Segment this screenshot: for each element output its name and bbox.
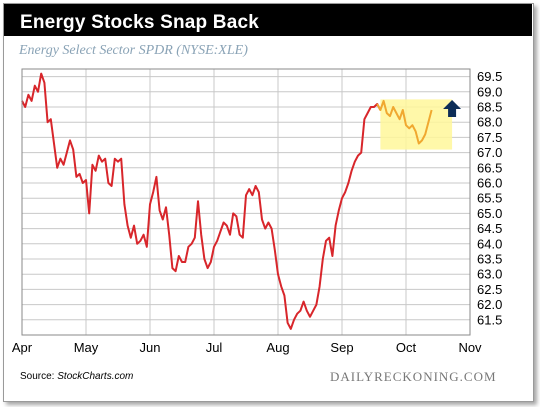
brand-text: DAILYRECKONING.COM [330, 369, 497, 384]
x-tick-label: Oct [396, 340, 417, 355]
y-tick-label: 67.5 [477, 130, 502, 145]
x-tick-label: Jun [140, 340, 161, 355]
y-tick-label: 63.0 [477, 267, 502, 282]
chart-title: Energy Stocks Snap Back [20, 12, 260, 33]
price-line [21, 72, 382, 330]
arrow-layer [443, 100, 462, 118]
x-tick-label: Jul [206, 340, 223, 355]
series-layer [21, 72, 433, 330]
source-prefix: Source: [20, 371, 58, 382]
y-tick-label: 68.0 [477, 115, 502, 130]
highlight-box [380, 99, 453, 150]
y-tick-label: 69.0 [477, 84, 502, 99]
chart-subtitle: Energy Select Sector SPDR (NYSE:XLE) [19, 43, 248, 58]
up-arrow-icon [443, 100, 462, 118]
axes: 61.562.062.563.063.564.064.565.065.566.0… [12, 68, 502, 355]
price-line-highlighted [376, 99, 433, 145]
title-bar: Energy Stocks Snap Back [4, 4, 532, 36]
x-tick-label: Sep [330, 340, 353, 355]
y-tick-label: 66.0 [477, 176, 502, 191]
y-tick-label: 65.5 [477, 191, 502, 206]
y-tick-label: 66.5 [477, 160, 502, 175]
plot-border [21, 68, 471, 336]
x-tick-label: Nov [458, 340, 482, 355]
x-tick-label: May [74, 340, 99, 355]
y-tick-label: 61.5 [477, 312, 502, 327]
y-tick-label: 62.5 [477, 282, 502, 297]
y-tick-label: 64.5 [477, 221, 502, 236]
y-tick-label: 69.5 [477, 69, 502, 84]
source-note: Source: StockCharts.com [20, 371, 133, 382]
x-tick-label: Aug [266, 340, 289, 355]
y-tick-label: 65.0 [477, 206, 502, 221]
y-tick-label: 64.0 [477, 236, 502, 251]
y-tick-label: 62.0 [477, 297, 502, 312]
y-tick-label: 63.5 [477, 252, 502, 267]
source-name: StockCharts.com [57, 371, 134, 382]
y-tick-label: 67.0 [477, 145, 502, 160]
y-tick-label: 68.5 [477, 100, 502, 115]
x-tick-label: Apr [12, 340, 33, 355]
highlight-zone [380, 99, 453, 150]
